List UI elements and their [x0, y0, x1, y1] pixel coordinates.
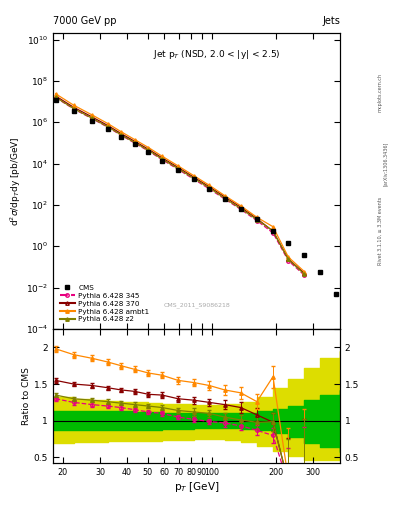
Text: mcplots.cern.ch: mcplots.cern.ch [378, 73, 383, 112]
X-axis label: p$_T$ [GeV]: p$_T$ [GeV] [174, 480, 219, 494]
Y-axis label: Ratio to CMS: Ratio to CMS [22, 367, 31, 425]
Text: CMS_2011_S9086218: CMS_2011_S9086218 [163, 303, 230, 308]
Text: Jet p$_T$ (NSD, 2.0 < |y| < 2.5): Jet p$_T$ (NSD, 2.0 < |y| < 2.5) [153, 48, 281, 61]
Text: Jets: Jets [322, 15, 340, 26]
Legend: CMS, Pythia 6.428 345, Pythia 6.428 370, Pythia 6.428 ambt1, Pythia 6.428 z2: CMS, Pythia 6.428 345, Pythia 6.428 370,… [57, 282, 152, 325]
Text: Rivet 3.1.10, ≥ 3.3M events: Rivet 3.1.10, ≥ 3.3M events [378, 196, 383, 265]
Text: 7000 GeV pp: 7000 GeV pp [53, 15, 117, 26]
Y-axis label: d$^2\sigma$/dp$_T$dy [pb/GeV]: d$^2\sigma$/dp$_T$dy [pb/GeV] [9, 136, 23, 226]
Text: [arXiv:1306.3436]: [arXiv:1306.3436] [384, 142, 388, 186]
